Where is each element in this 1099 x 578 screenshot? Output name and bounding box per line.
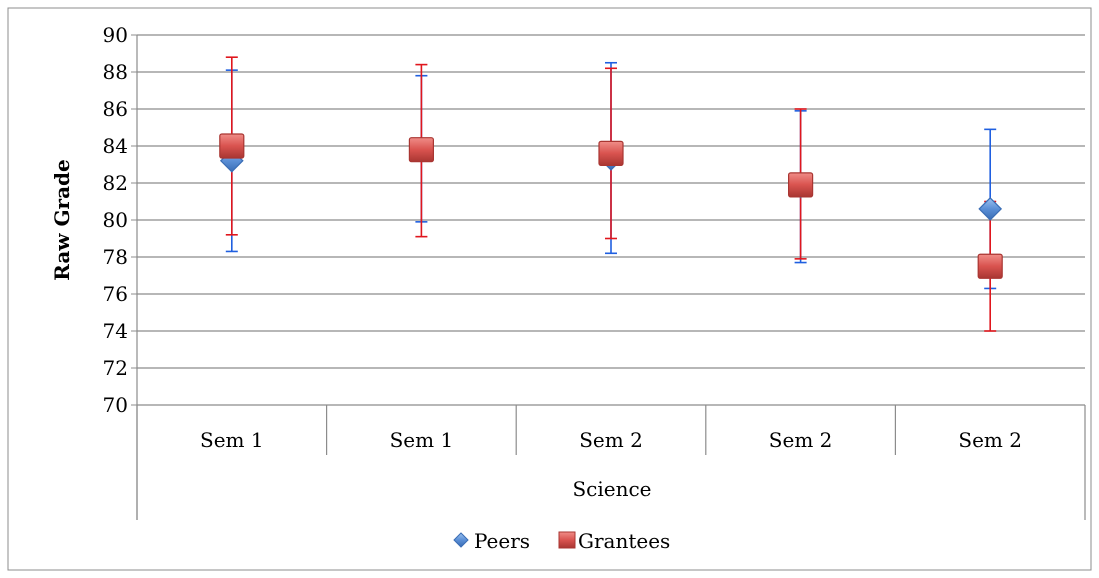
x-tick-label: Sem 2: [769, 428, 833, 452]
y-tick-label: 70: [103, 393, 128, 417]
y-tick-label: 82: [103, 171, 128, 195]
chart-frame: [7, 7, 1092, 571]
y-tick-label: 90: [103, 23, 128, 47]
x-tick-label: Sem 2: [958, 428, 1022, 452]
data-point-peers: [978, 197, 1003, 221]
axes: 70 72 74 76 78 80 82 84 86 88 90 Sem 1 Sem 1 Sem 2 Sem…: [103, 23, 1086, 520]
data-point-grantees: [787, 172, 814, 198]
data-markers: [219, 133, 1003, 279]
y-tick-label: 76: [103, 282, 128, 306]
legend-label-grantees: Grantees: [578, 529, 670, 553]
legend-marker-peers: [453, 532, 469, 548]
x-tick-label: Sem 2: [579, 428, 643, 452]
y-tick-label: 72: [103, 356, 128, 380]
legend: Peers Grantees: [453, 529, 670, 553]
x-group-label: Science: [572, 477, 651, 501]
x-tick-label: Sem 1: [390, 428, 454, 452]
y-tick-label: 84: [103, 134, 128, 158]
legend-marker-grantees: [558, 531, 576, 549]
y-tick-label: 80: [103, 208, 128, 232]
data-point-grantees: [219, 133, 245, 159]
legend-label-peers: Peers: [474, 529, 530, 553]
y-tick-label: 88: [103, 60, 128, 84]
y-axis-title: Raw Grade: [50, 159, 74, 281]
data-point-grantees: [977, 253, 1003, 279]
y-tick-label: 78: [103, 245, 128, 269]
y-tick-label: 86: [103, 97, 128, 121]
legend-item-grantees: Grantees: [558, 529, 670, 553]
data-point-grantees: [598, 140, 624, 166]
data-point-grantees: [408, 137, 434, 163]
x-tick-label: Sem 1: [200, 428, 264, 452]
y-tick-label: 74: [103, 319, 128, 343]
legend-item-peers: Peers: [453, 529, 530, 553]
